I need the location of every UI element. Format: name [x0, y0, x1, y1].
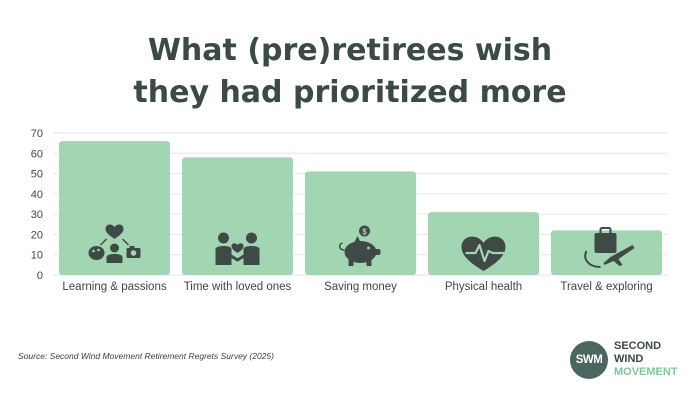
y-tick-label: 70	[31, 128, 43, 140]
x-tick-label: Time with loved ones	[184, 281, 292, 293]
x-tick-label: Saving money	[324, 281, 397, 293]
x-tick-label: Physical health	[445, 281, 522, 293]
bar-learning-and-passions	[59, 141, 170, 275]
chart-title-line-1: What (pre)retirees wish	[147, 33, 553, 68]
y-tick-label: 50	[31, 169, 43, 181]
y-tick-label: 30	[31, 209, 43, 221]
hobbies-icon	[88, 224, 141, 263]
bar-time-with-loved-ones	[182, 157, 293, 275]
bar-saving-money	[305, 171, 416, 275]
piggy-bank-icon: $	[339, 225, 381, 266]
logo-line-3: MOVEMENT	[614, 366, 678, 378]
y-tick-label: 20	[31, 229, 43, 241]
chart-title-line-2: they had prioritized more	[133, 75, 567, 110]
x-tick-label: Learning & passions	[62, 281, 166, 293]
y-tick-label: 60	[31, 148, 43, 160]
loved-ones-icon	[215, 232, 260, 265]
y-tick-label: 40	[31, 189, 43, 201]
y-tick-label: 10	[31, 250, 43, 262]
x-tick-label: Travel & exploring	[560, 281, 652, 293]
logo-line-2: WIND	[614, 353, 644, 365]
heartbeat-icon	[461, 236, 512, 271]
swm-logo: SWM SECOND WIND MOVEMENT	[570, 337, 690, 383]
logo-wordmark: SECOND WIND MOVEMENT	[614, 340, 678, 379]
suitcase-plane-icon	[584, 227, 635, 268]
y-tick-label: 0	[37, 270, 43, 282]
chart-title: What (pre)retirees wish they had priorit…	[0, 30, 700, 114]
svg-text:$: $	[362, 228, 367, 237]
source-note: Source: Second Wind Movement Retirement …	[18, 351, 274, 361]
logo-line-1: SECOND	[614, 340, 662, 352]
logo-initials: SWM	[570, 341, 608, 379]
